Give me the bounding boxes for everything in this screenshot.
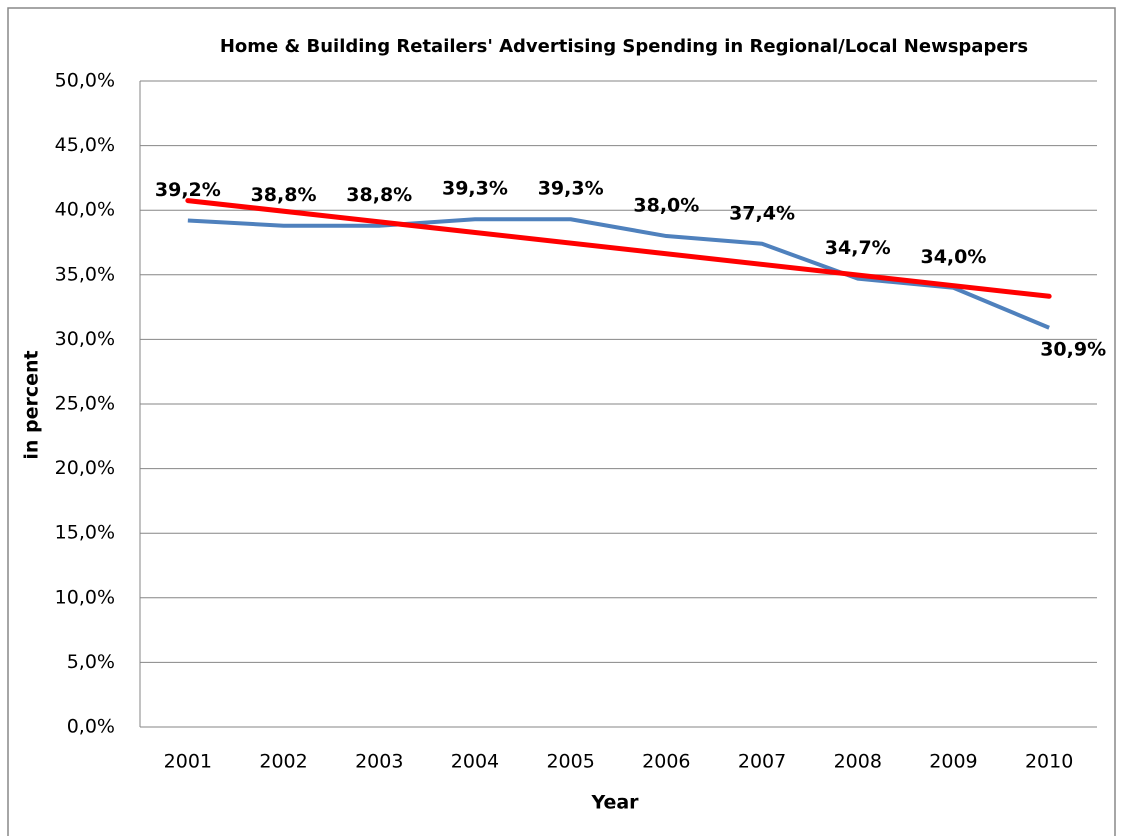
y-axis-label: in percent (21, 350, 43, 459)
data-label: 39,3% (538, 178, 604, 200)
x-tick-label: 2009 (929, 751, 977, 773)
y-tick-label: 15,0% (55, 522, 115, 544)
data-label: 39,3% (442, 178, 508, 200)
chart-frame (7, 7, 1116, 836)
data-label: 38,0% (633, 195, 699, 217)
data-label: 34,7% (825, 237, 891, 259)
chart-title: Home & Building Retailers' Advertising S… (220, 36, 1028, 57)
y-tick-label: 30,0% (55, 328, 115, 350)
data-label: 39,2% (155, 179, 221, 201)
y-tick-label: 45,0% (55, 134, 115, 156)
y-tick-label: 25,0% (55, 393, 115, 415)
x-tick-label: 2001 (164, 751, 212, 773)
y-tick-label: 20,0% (55, 457, 115, 479)
trend-line (185, 198, 1052, 299)
x-tick-label: 2002 (259, 751, 307, 773)
data-label: 34,0% (920, 246, 986, 268)
data-label: 37,4% (729, 202, 795, 224)
x-tick-label: 2005 (546, 751, 594, 773)
data-label: 30,9% (1040, 338, 1106, 360)
x-tick-label: 2007 (738, 751, 786, 773)
y-tick-label: 0,0% (67, 716, 115, 738)
data-line (187, 217, 1050, 330)
y-tick-label: 10,0% (55, 586, 115, 608)
x-tick-label: 2006 (642, 751, 690, 773)
data-label: 38,8% (346, 184, 412, 206)
x-tick-label: 2003 (355, 751, 403, 773)
x-tick-label: 2010 (1025, 751, 1073, 773)
y-tick-label: 35,0% (55, 263, 115, 285)
y-tick-label: 50,0% (55, 70, 115, 92)
x-tick-label: 2008 (834, 751, 882, 773)
y-tick-label: 5,0% (67, 651, 115, 673)
x-tick-label: 2004 (451, 751, 499, 773)
data-label: 38,8% (251, 184, 317, 206)
x-axis-label: Year (590, 792, 639, 814)
y-tick-label: 40,0% (55, 199, 115, 221)
